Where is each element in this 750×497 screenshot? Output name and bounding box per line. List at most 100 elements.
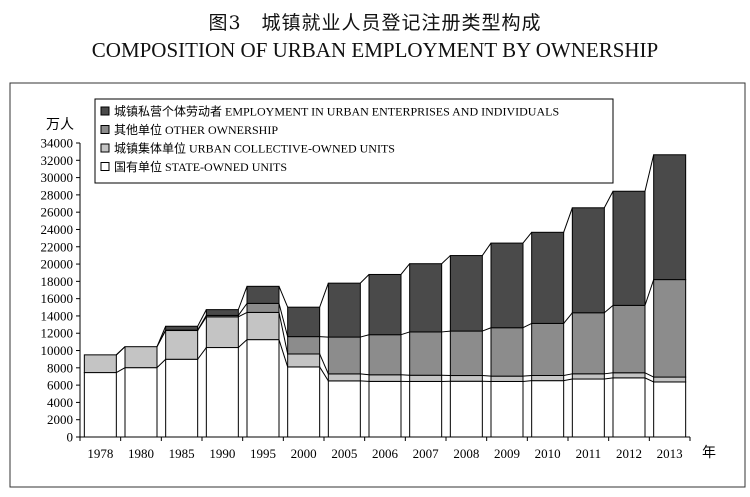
bar-segment [612, 377, 646, 438]
y-tick-label: 10000 [41, 343, 74, 358]
series-line [156, 326, 167, 347]
bar-segment [246, 302, 280, 313]
series-line [522, 322, 532, 329]
series-line [604, 305, 614, 314]
series-line [400, 263, 411, 275]
x-tick-label: 1990 [209, 446, 235, 461]
y-tick-label: 2000 [47, 412, 73, 427]
legend-swatch [100, 106, 110, 116]
chart-title-english: COMPOSITION OF URBAN EMPLOYMENT BY OWNER… [91, 38, 659, 62]
series-line [441, 255, 451, 265]
bar-segment [531, 322, 565, 376]
bar-segment [653, 154, 687, 281]
legend-swatch [100, 143, 110, 153]
series-line [604, 377, 614, 380]
bar-segment [490, 375, 524, 382]
x-tick-label: 2008 [453, 446, 479, 461]
y-tick-label: 28000 [41, 187, 74, 202]
bar-segment [165, 358, 199, 438]
x-tick-label: 2009 [494, 446, 520, 461]
series-line [156, 358, 167, 369]
series-line [237, 286, 248, 310]
series-line [563, 207, 573, 233]
series-line [644, 154, 655, 192]
series-line [116, 367, 126, 374]
bar-segment [571, 312, 605, 375]
bar-segment [205, 309, 239, 316]
bar-segment [83, 372, 117, 438]
series-line [522, 380, 532, 382]
y-tick-label: 20000 [41, 257, 74, 272]
series-line [319, 366, 329, 382]
series-line [278, 339, 289, 368]
y-tick-label: 26000 [41, 205, 74, 220]
series-line [482, 375, 492, 377]
bar-segment [490, 380, 524, 438]
series-line [360, 380, 370, 382]
bar-segment [246, 285, 280, 304]
bar-segment [287, 366, 321, 438]
series-line [522, 374, 532, 377]
bar-segment [327, 380, 361, 438]
axes: 0 2000 4000 6000 8000 10000 12000 14000 16000 180… [41, 117, 717, 461]
x-tick-label: 2006 [372, 446, 399, 461]
bar-segment [449, 330, 483, 377]
series-line [563, 378, 573, 382]
bar-segment [653, 279, 687, 378]
bar-segment [165, 325, 199, 331]
bar-segment [368, 273, 402, 336]
x-axis-unit: 年 [702, 445, 716, 461]
series-line [197, 347, 207, 360]
series-line [115, 346, 126, 356]
bar-segment [327, 282, 361, 338]
y-tick-label: 22000 [41, 239, 74, 254]
legend-label: 国有单位 STATE-OWNED UNITS [114, 159, 287, 174]
bar-segment [409, 380, 443, 438]
bar-segment [246, 339, 280, 438]
x-tick-label: 2000 [291, 446, 317, 461]
series-line [522, 231, 533, 244]
bar-segment [612, 372, 646, 379]
legend-swatch [100, 125, 110, 134]
y-axis-unit: 万人 [46, 117, 74, 133]
series-line [482, 327, 492, 332]
series-line [319, 353, 329, 375]
y-tick-label: 0 [67, 430, 74, 445]
bar-segment [327, 336, 361, 375]
y-tick-label: 34000 [41, 136, 74, 151]
legend-label: 城镇集体单位 URBAN COLLECTIVE-OWNED UNITS [114, 141, 395, 156]
bar-segment [409, 263, 443, 333]
x-tick-label: 1978 [87, 446, 113, 461]
bar-segment [653, 381, 687, 438]
bar-segment [531, 231, 565, 324]
series-line [563, 373, 573, 376]
bar-segment [449, 380, 483, 438]
series-line [563, 312, 573, 324]
bar-segment [449, 255, 483, 332]
y-tick-label: 8000 [47, 360, 73, 375]
series-line [481, 242, 492, 256]
series-line [359, 274, 370, 284]
bar-segment [246, 311, 280, 341]
series-connector-lines [115, 154, 655, 383]
bar-segment [368, 374, 402, 382]
legend-label: 其他单位 OTHER OWNERSHIP [114, 122, 278, 137]
series-line [644, 372, 654, 378]
series-line [644, 279, 655, 306]
x-tick-label: 2005 [331, 446, 357, 461]
bar-segment [531, 374, 565, 382]
bar-segment [83, 354, 117, 374]
y-tick-label: 16000 [41, 291, 74, 306]
bar-segment [368, 380, 402, 438]
series-line [197, 309, 207, 327]
legend-box [94, 98, 614, 184]
series-line [237, 339, 248, 348]
bar-segment [409, 331, 443, 376]
bar-segment [571, 378, 605, 438]
x-tick-label: 2013 [657, 446, 683, 461]
legend-label: 城镇私营个体劳动者 EMPLOYMENT IN URBAN ENTERPRISE… [114, 105, 559, 119]
bar-segment [124, 346, 158, 369]
bar-segment [612, 190, 646, 306]
y-tick-label: 32000 [41, 153, 74, 168]
series-line [238, 311, 248, 318]
